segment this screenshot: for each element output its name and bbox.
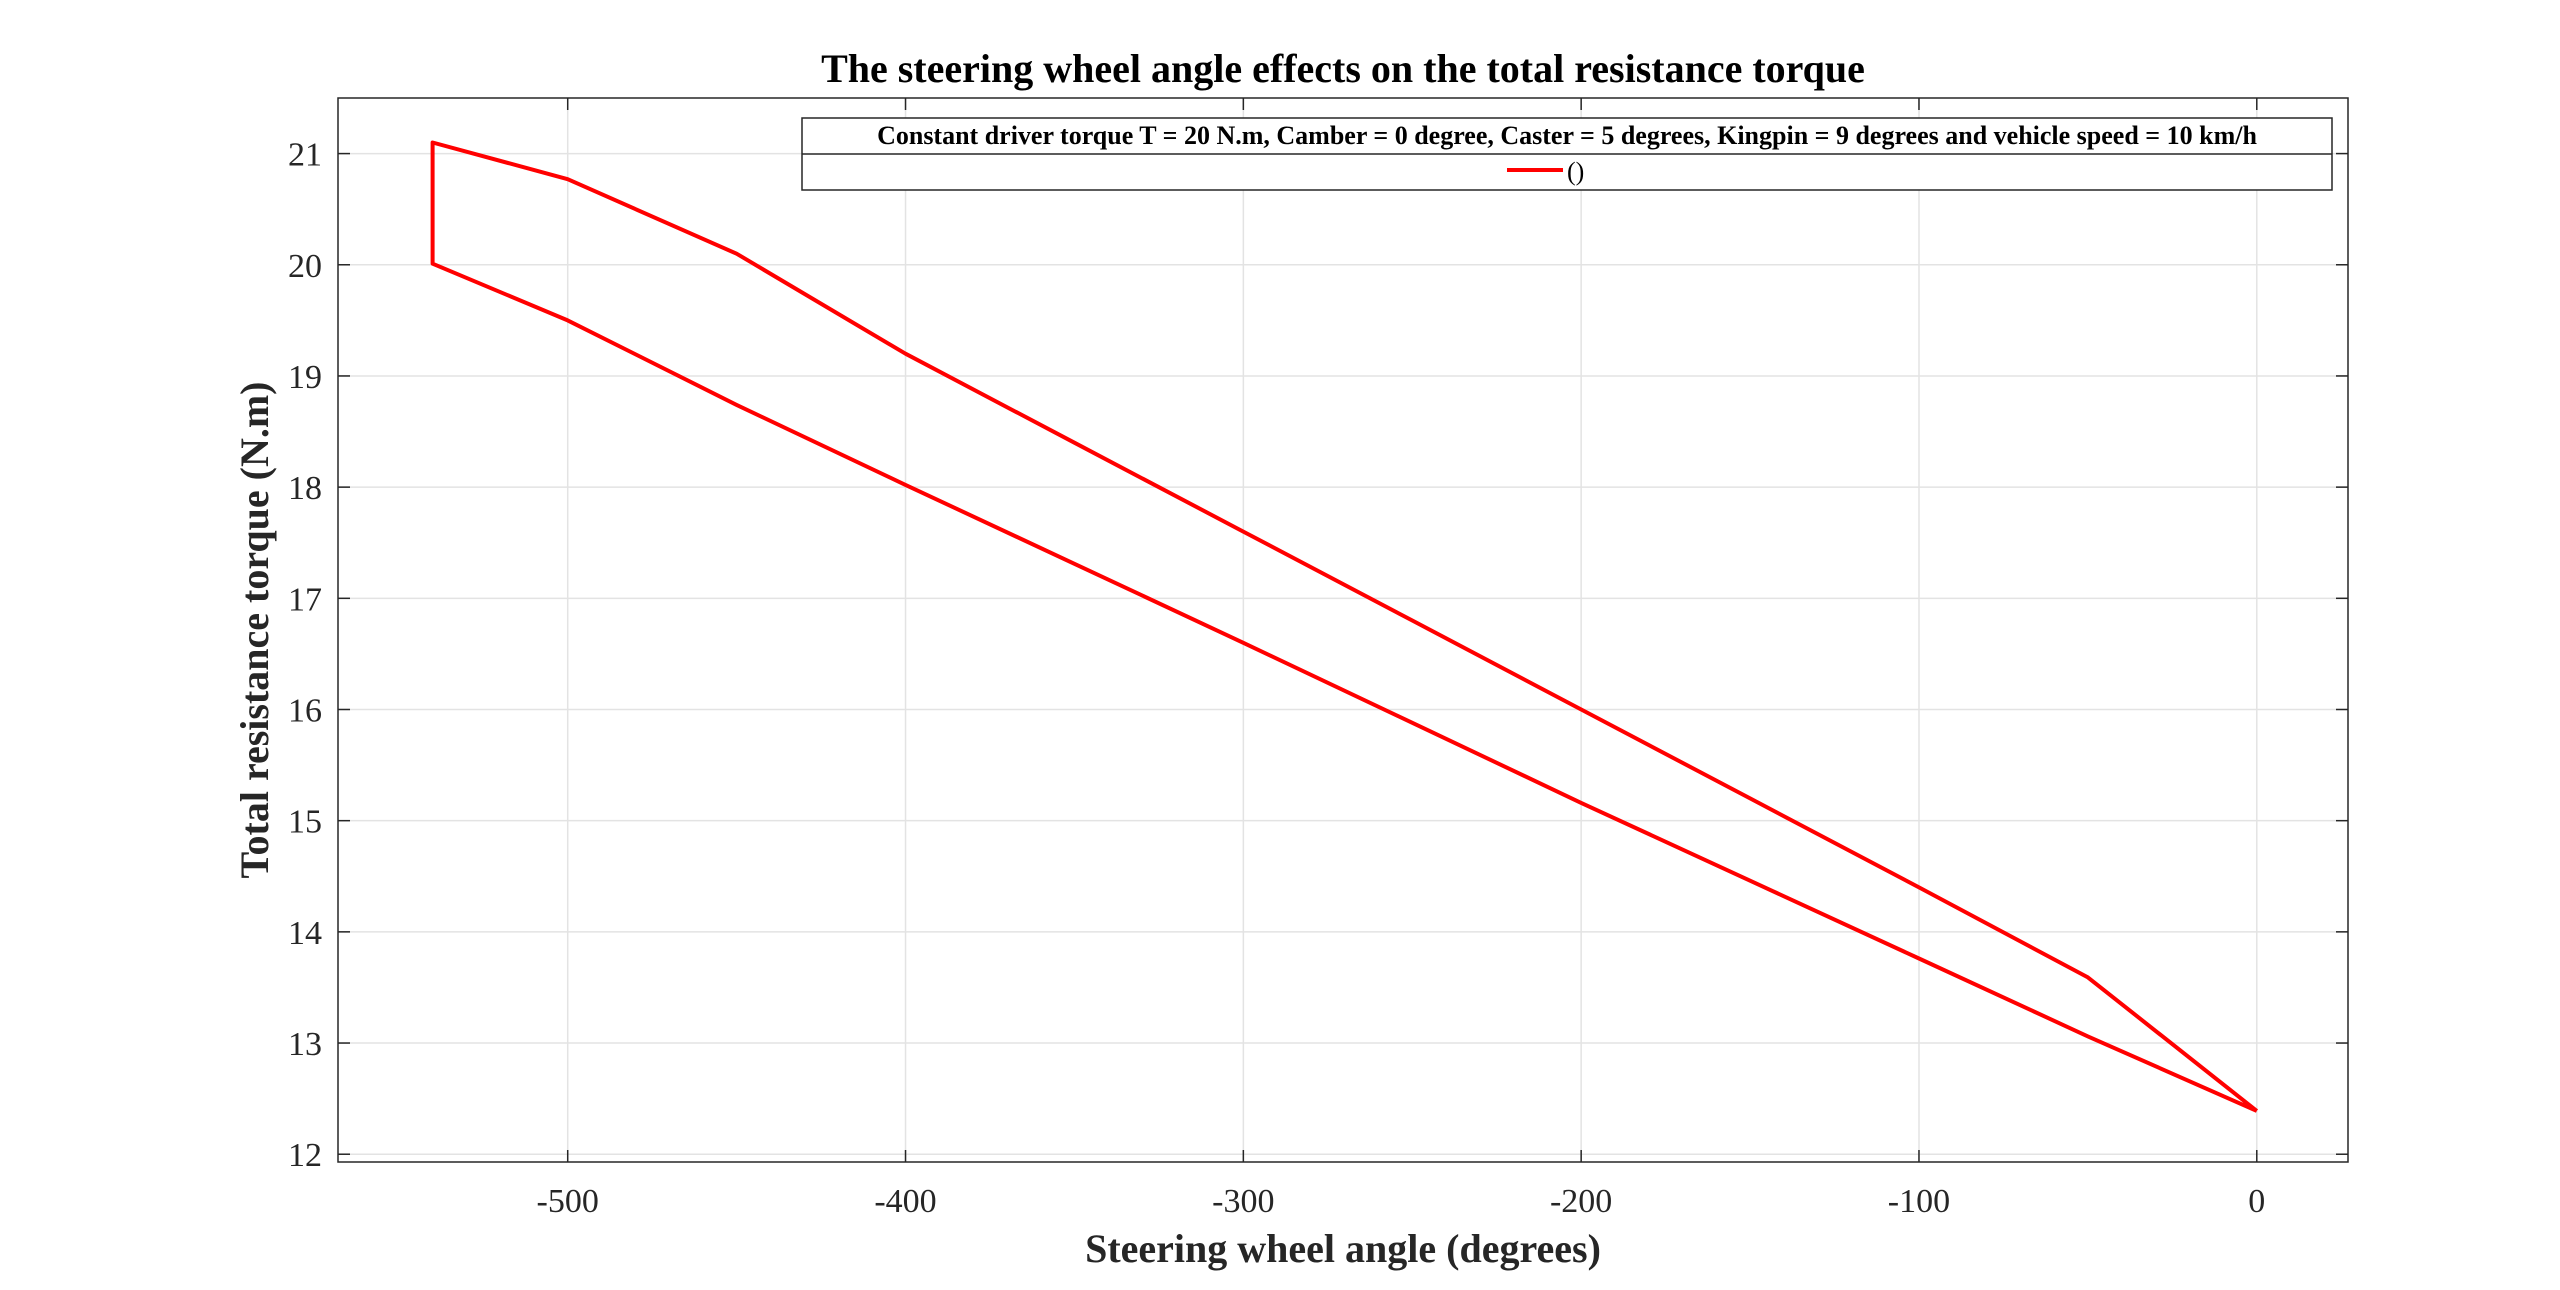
chart-title: The steering wheel angle effects on the … — [821, 46, 1865, 91]
y-tick-label: 18 — [288, 470, 322, 507]
series-layer — [430, 140, 2259, 1113]
y-tick-label: 12 — [288, 1137, 322, 1174]
legend-title: Constant driver torque T = 20 N.m, Cambe… — [877, 121, 2257, 150]
y-tick-label: 20 — [288, 248, 322, 285]
legend: Constant driver torque T = 20 N.m, Cambe… — [801, 117, 2333, 191]
plot-area — [338, 98, 2348, 1162]
y-tick-label: 21 — [288, 137, 322, 174]
grid — [338, 98, 2348, 1162]
y-tick-label: 15 — [288, 804, 322, 841]
x-tick-label: -100 — [1888, 1183, 1950, 1220]
axes-box — [337, 97, 2349, 1163]
y-tick-label: 17 — [288, 581, 322, 618]
y-axis-label: Total resistance torque (N.m) — [232, 382, 277, 879]
legend-entry-label: () — [1567, 157, 1584, 186]
x-tick-label: -500 — [537, 1183, 599, 1220]
y-tick-label: 19 — [288, 359, 322, 396]
y-tick-label: 13 — [288, 1026, 322, 1063]
x-tick-label: 0 — [2248, 1183, 2265, 1220]
y-tick-label: 16 — [288, 692, 322, 729]
y-tick-label: 14 — [288, 915, 322, 952]
series-line — [430, 140, 2259, 1113]
x-tick-label: -400 — [874, 1183, 936, 1220]
x-tick-label: -200 — [1550, 1183, 1612, 1220]
ticks: -500 -400 -300 -200 -100 0 12 13 14 15 16 17 18 19 20 2… — [288, 98, 2348, 1220]
x-tick-label: -300 — [1212, 1183, 1274, 1220]
x-axis-label: Steering wheel angle (degrees) — [1085, 1226, 1601, 1271]
